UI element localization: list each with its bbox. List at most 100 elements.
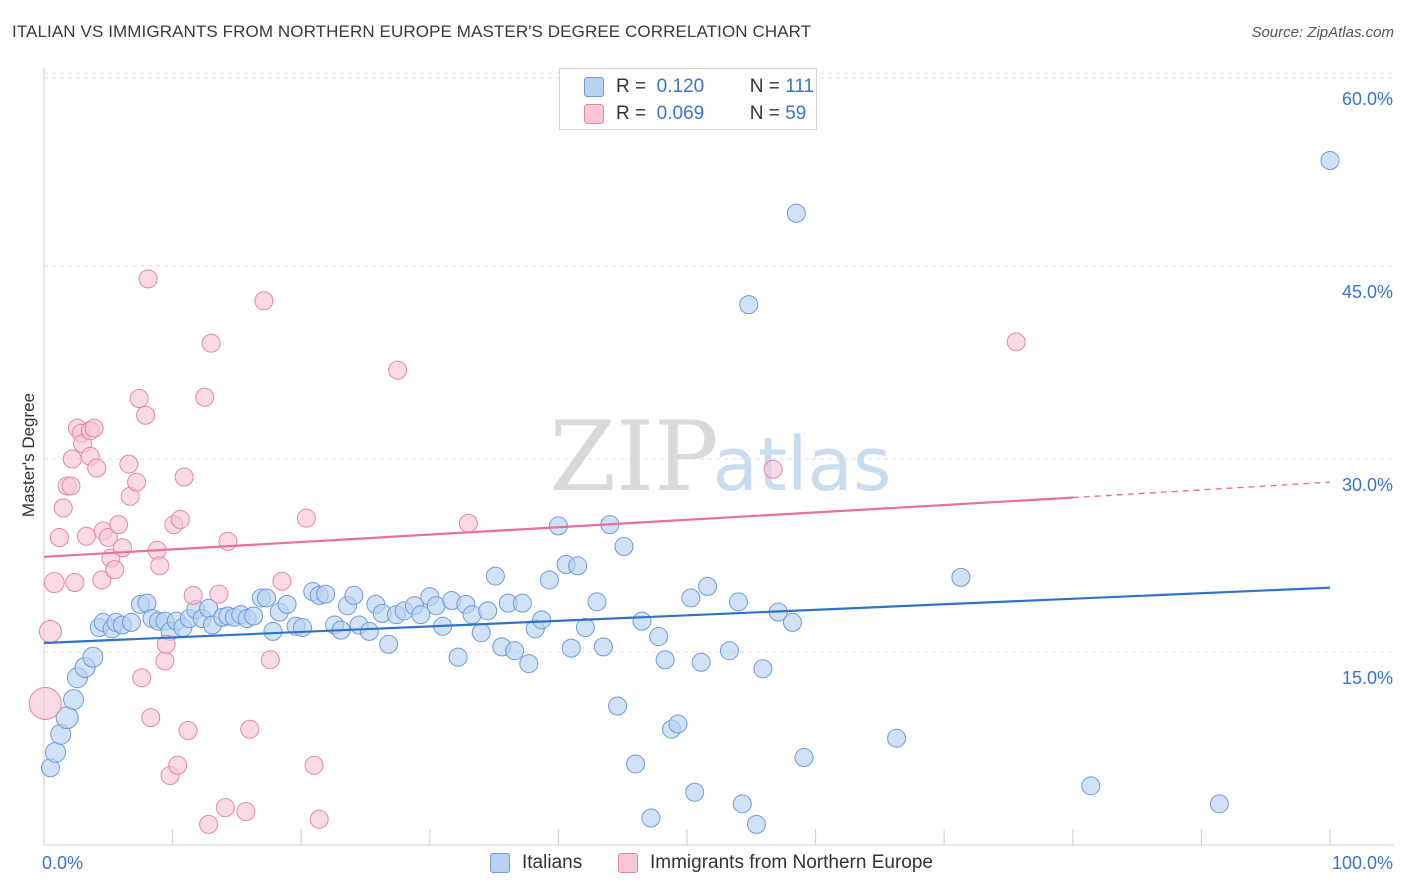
data-point [209,584,229,604]
watermark: ZIP atlas [549,401,891,513]
data-point [201,333,221,353]
data-point [292,618,312,638]
data-point [132,668,152,688]
data-point [244,606,264,626]
data-point [263,621,283,641]
trend-line-italians [43,586,1331,645]
data-point [195,387,215,407]
data-point [344,585,364,605]
legend-n-value-italians: 111 [785,76,815,97]
data-point [45,741,67,763]
legend-n-value-immigrants: 59 [785,103,807,124]
data-point [121,612,141,632]
data-point [614,536,634,556]
data-point [112,538,132,558]
legend-swatch-immigrants [584,104,604,124]
data-point [379,634,399,654]
data-point [763,459,783,479]
data-point [53,498,73,518]
data-point [138,269,158,289]
data-point [38,619,62,643]
data-point [649,627,669,647]
data-point [199,814,219,834]
data-point [296,508,316,528]
data-point [388,360,408,380]
data-point [512,593,532,613]
y-tick-label: 30.0% [1342,475,1393,495]
data-point [109,515,129,535]
data-point [92,570,112,590]
legend-row-immigrants: R = 0.069 N = 59 [584,102,806,126]
data-point [254,291,274,311]
x-tick-label-min: 0.0% [42,853,83,873]
series-legend-immigrants[interactable]: Immigrants from Northern Europe [618,852,933,874]
data-point [505,641,525,661]
data-point [1081,776,1101,796]
data-point [82,646,104,668]
data-point [129,389,149,409]
immigrants-points [28,269,1026,834]
y-tick-label: 60.0% [1342,89,1393,109]
data-point [65,573,85,593]
data-point [98,527,118,547]
data-point [587,592,607,612]
trend-line-immigrants [43,496,1073,558]
data-point [655,650,675,670]
axes [43,68,1394,846]
data-point [532,610,552,630]
x-tick-label-max: 100.0% [1332,853,1393,873]
legend-r-label: R = [616,76,647,97]
data-point [561,638,581,658]
data-point [127,472,147,492]
data-point [76,526,96,546]
series-label-immigrants: Immigrants from Northern Europe [650,852,933,873]
data-point [568,556,588,576]
data-point [156,634,176,654]
data-point [316,584,336,604]
data-point [61,476,81,496]
data-point [732,794,752,814]
data-point [471,623,491,643]
data-point [309,809,329,829]
trend-lines [43,481,1331,645]
data-point [681,588,701,608]
data-point [49,527,69,547]
data-point [1209,794,1229,814]
data-point [411,605,431,625]
y-tick-label: 15.0% [1342,668,1393,688]
data-point [87,458,107,478]
data-point [43,572,65,594]
data-point [304,755,324,775]
data-point [178,720,198,740]
data-point [485,566,505,586]
data-point [632,611,652,631]
data-point [141,708,161,728]
series-label-italians: Italians [522,852,583,873]
legend-n-label: N = [749,76,780,97]
legend-r-label: R = [616,103,647,124]
tick-labels: 15.0% 30.0% 45.0% 60.0% 0.0% 100.0% [42,89,1393,873]
legend-swatch-italians [584,77,604,97]
data-point [260,650,280,670]
data-point [359,621,379,641]
data-point [519,654,539,674]
data-point [150,556,170,576]
data-point [786,203,806,223]
series-legend: Italians Immigrants from Northern Europe [0,852,1406,878]
chart-title: ITALIAN VS IMMIGRANTS FROM NORTHERN EURO… [12,22,812,41]
y-tick-label: 45.0% [1342,282,1393,302]
data-point [626,754,646,774]
legend-row-italians: R = 0.120 N = 111 [584,75,814,99]
data-point [168,755,188,775]
data-point [183,585,203,605]
data-point [63,689,85,711]
data-point [170,509,190,529]
data-point [608,696,628,716]
data-point [136,405,156,425]
data-point [62,449,82,469]
source-label: Source: ZipAtlas.com [1251,24,1394,41]
legend-r-value-italians: 0.120 [656,76,705,97]
series-legend-italians[interactable]: Italians [490,852,582,874]
data-point [28,686,62,720]
data-point [1320,150,1340,170]
